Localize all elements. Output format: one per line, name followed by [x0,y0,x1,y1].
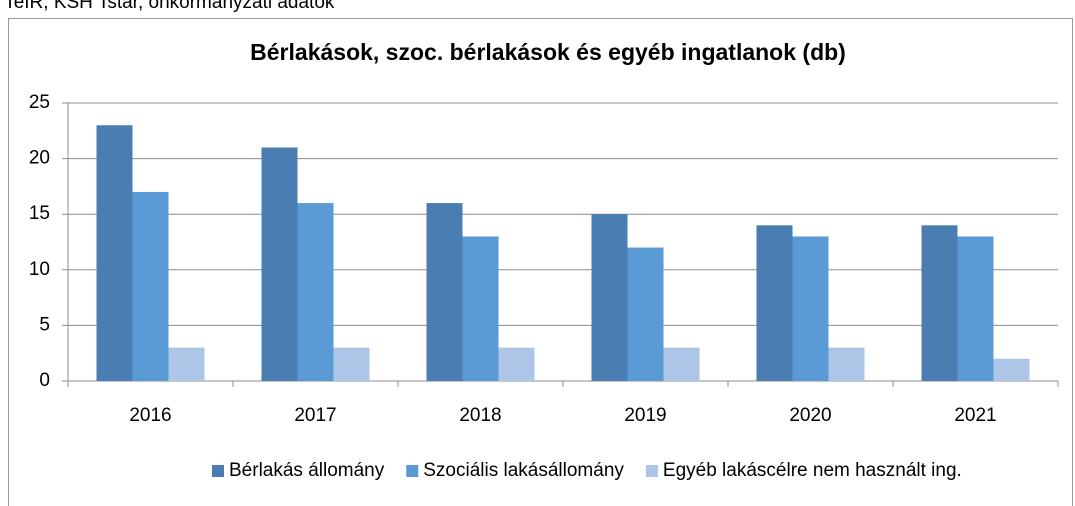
x-tick-label: 2021 [954,405,996,426]
y-tick-label: 20 [29,148,50,169]
bar [828,347,865,381]
bar [297,203,334,381]
bar [426,203,463,381]
bar [168,347,205,381]
bar [792,236,829,381]
bar [462,236,499,381]
x-tick-label: 2020 [789,405,831,426]
chart-title: Bérlakások, szoc. bérlakások és egyéb in… [250,39,846,65]
x-tick-label: 2019 [624,405,666,426]
source-note: : TeIR, KSH Tstar, önkormányzati adatok [0,0,335,13]
y-tick-label: 5 [39,314,50,335]
bar [132,191,169,381]
legend-label: Szociális lakásállomány [423,460,624,481]
x-tick-label: 2016 [129,405,171,426]
bar [96,125,133,382]
bar [261,147,298,381]
x-tick-label: 2018 [459,405,501,426]
y-tick-label: 25 [29,92,50,113]
legend-swatch [212,465,224,477]
bar [993,358,1030,381]
y-tick-label: 15 [29,203,50,224]
y-tick-label: 10 [29,259,50,280]
bar [498,347,535,381]
bar [627,247,664,381]
y-tick-label: 0 [39,370,50,391]
bar [663,347,700,381]
x-tick-label: 2017 [294,405,336,426]
bar [921,225,958,381]
legend-label: Egyéb lakáscélre nem használt ing. [663,460,962,481]
bar [756,225,793,381]
legend-label: Bérlakás állomány [229,460,385,481]
legend-swatch [406,465,419,477]
bar [591,214,628,381]
bar [957,236,994,381]
chart-frame [8,18,1073,506]
bar [333,347,370,381]
legend-swatch [645,465,658,477]
